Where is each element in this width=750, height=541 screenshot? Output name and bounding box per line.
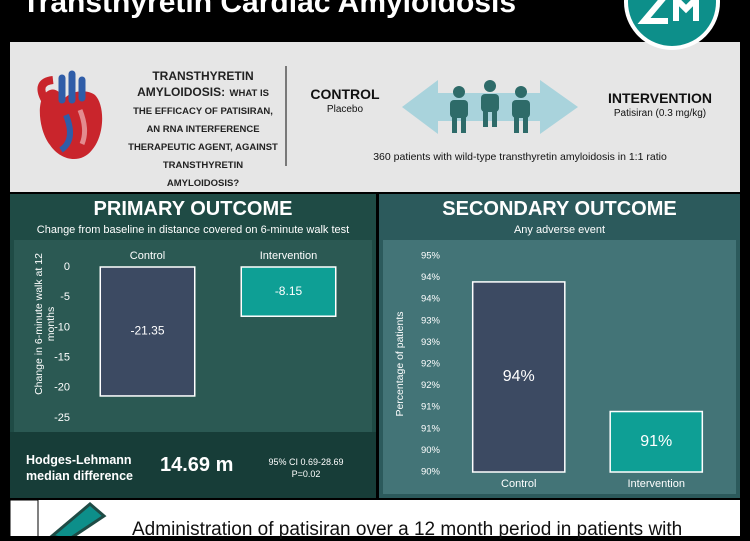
bar <box>471 281 566 473</box>
x-tick-label: Intervention <box>628 478 685 490</box>
population: 360 patients with wild-type transthyreti… <box>373 151 667 163</box>
page-title: Transthyretin Cardiac Amyloidosis <box>22 0 517 19</box>
logo-mark <box>637 0 699 24</box>
value-label: -8.15 <box>275 284 303 298</box>
intervention-arm: INTERVENTION Patisiran (0.3 mg/kg) <box>592 90 728 119</box>
footer-tab <box>9 499 39 536</box>
y-tick-label: -15 <box>54 352 70 364</box>
y-tick-label: 90% <box>421 445 441 456</box>
summary-p: P=0.02 <box>291 469 321 479</box>
y-tick-label: 95% <box>421 251 441 262</box>
x-tick-label: Control <box>130 250 165 262</box>
y-tick-label: 92% <box>421 359 441 370</box>
y-tick-label: 93% <box>421 315 441 326</box>
chart-title: SECONDARY OUTCOME <box>442 198 677 220</box>
footer-panel <box>10 500 740 536</box>
x-tick-label: Intervention <box>260 250 317 262</box>
value-label: -21.35 <box>130 324 164 338</box>
chart-title: PRIMARY OUTCOME <box>93 198 293 220</box>
y-tick-label: 92% <box>421 380 441 391</box>
summary-ci: 95% CI 0.69-28.69 <box>268 457 344 467</box>
x-tick-label: Control <box>501 478 536 490</box>
y-tick-label: 93% <box>421 337 441 348</box>
chart-subtitle: Change from baseline in distance covered… <box>36 224 350 236</box>
research-question: TRANSTHYRETIN AMYLOIDOSIS: WHAT IS THE E… <box>128 68 278 192</box>
y-tick-label: 0 <box>64 261 70 273</box>
bar <box>609 410 704 473</box>
y-tick-label: -10 <box>54 321 70 333</box>
people-icon <box>450 80 530 133</box>
pencil-icon <box>49 502 107 536</box>
bar <box>99 266 196 397</box>
y-axis-label: Percentage of patients <box>394 311 406 417</box>
y-tick-label: 94% <box>421 294 441 305</box>
summary-panel <box>10 432 376 498</box>
summary-stats: 95% CI 0.69-28.69 P=0.02 <box>256 456 356 480</box>
bar <box>240 266 337 317</box>
intervention-title: INTERVENTION <box>608 90 712 106</box>
y-tick-label: -5 <box>60 291 70 303</box>
summary-label: Hodges-Lehmann median difference <box>26 453 133 483</box>
y-tick-label: 94% <box>421 272 441 283</box>
y-axis-label: Change in 6-minute walk at 12 months <box>33 253 57 395</box>
control-arm: CONTROL Placebo <box>300 86 390 115</box>
control-detail: Placebo <box>326 104 364 115</box>
heart-icon <box>37 70 103 160</box>
chart-subtitle: Any adverse event <box>513 224 606 236</box>
value-label: 91% <box>640 433 672 450</box>
y-tick-label: 91% <box>421 423 441 434</box>
summary-value: 14.69 m <box>160 454 234 476</box>
control-title: CONTROL <box>310 86 380 102</box>
value-label: 94% <box>503 368 535 385</box>
y-tick-label: -25 <box>54 412 70 424</box>
intervention-detail: Patisiran (0.3 mg/kg) <box>613 108 707 119</box>
y-tick-label: 90% <box>421 467 441 478</box>
footer-text: Administration of patisiran over a 12 mo… <box>132 519 683 540</box>
y-tick-label: -20 <box>54 382 70 394</box>
y-tick-label: 91% <box>421 402 441 413</box>
question-text: WHAT IS THE EFFICACY OF PATISIRAN, AN RN… <box>128 88 278 189</box>
question-topic: TRANSTHYRETIN AMYLOIDOSIS: <box>137 69 254 99</box>
study-panel <box>10 42 740 192</box>
